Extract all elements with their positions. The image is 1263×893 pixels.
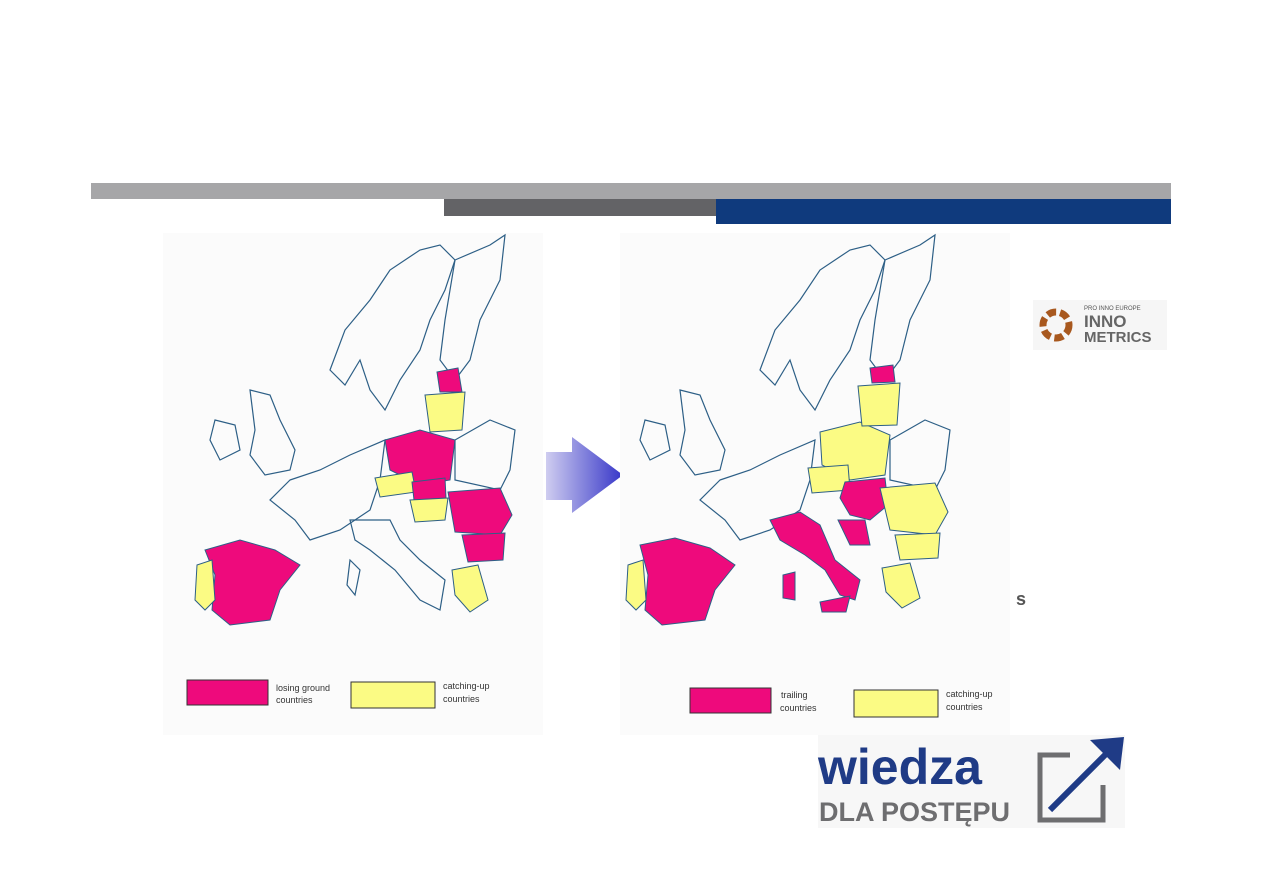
- legend-label: catching-up: [946, 689, 993, 699]
- legend-label: trailing: [781, 690, 808, 700]
- legend-label: countries: [780, 703, 817, 713]
- legend-swatch: [853, 689, 939, 718]
- legend-swatch: [186, 679, 269, 706]
- logo-text: INNO: [1084, 312, 1127, 331]
- legend-swatch: [689, 687, 772, 714]
- logo-text: PRO INNO EUROPE: [1084, 306, 1141, 312]
- logo-text: METRICS: [1084, 329, 1152, 346]
- wiedza-logo: wiedza DLA POSTĘPU: [817, 735, 1125, 828]
- arrow: [546, 437, 623, 513]
- header-bar: [91, 183, 1171, 199]
- legend-label: countries: [443, 694, 480, 704]
- legend-label: countries: [276, 695, 313, 705]
- map-right: [620, 233, 1010, 735]
- legend-label: catching-up: [443, 681, 490, 691]
- innometrics-logo: PRO INNO EUROPE INNO METRICS: [1033, 300, 1167, 350]
- text-fragment: s: [1016, 589, 1026, 609]
- legend-label: countries: [946, 702, 983, 712]
- legend-label: losing ground: [276, 683, 330, 693]
- header-bar: [444, 199, 716, 216]
- legend-swatch: [350, 681, 436, 709]
- logo-text: wiedza: [817, 739, 983, 795]
- header-bar: [716, 199, 1171, 224]
- logo-text: DLA POSTĘPU: [819, 797, 1010, 827]
- map-left: [163, 233, 543, 735]
